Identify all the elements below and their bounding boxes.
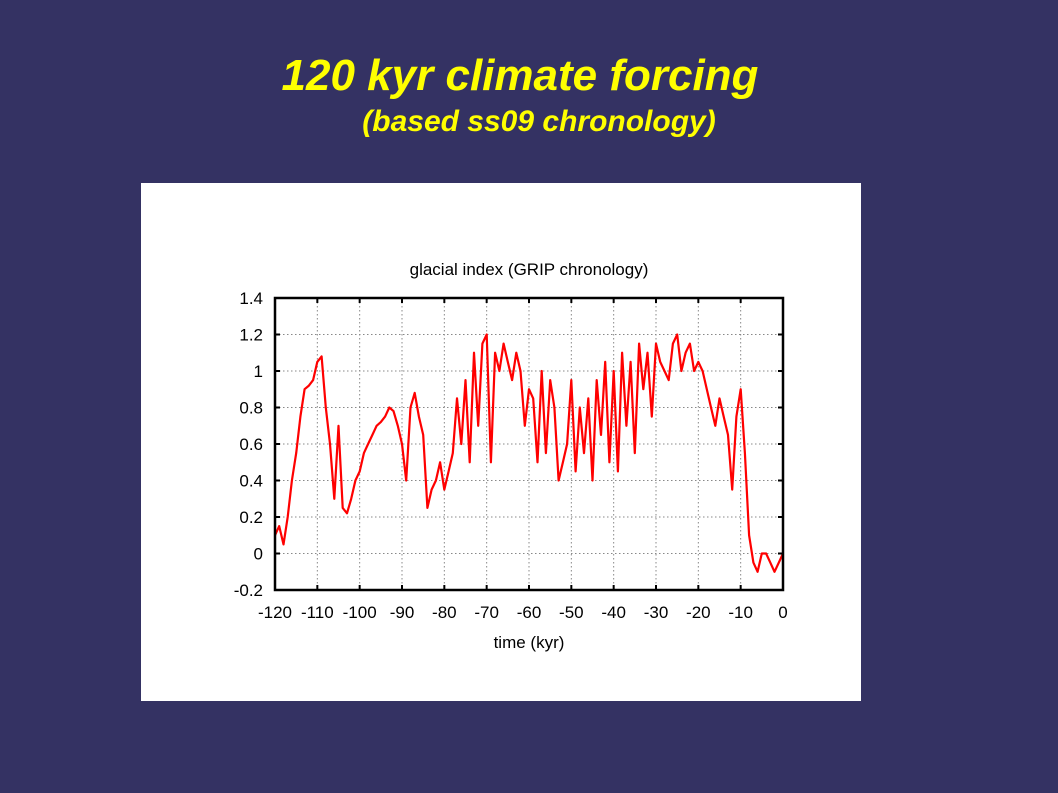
glacial-index-chart: glacial index (GRIP chronology) -120 -110… xyxy=(234,260,788,652)
y-tick-label: 1 xyxy=(254,362,263,381)
series-layer xyxy=(273,333,784,573)
grid xyxy=(275,298,783,590)
x-tick-label: -90 xyxy=(390,603,415,622)
y-tick-label: 1.2 xyxy=(239,326,263,345)
y-tick-label: 0.8 xyxy=(239,399,263,418)
x-tick-label: -110 xyxy=(301,603,334,622)
chart-title: glacial index (GRIP chronology) xyxy=(410,260,649,279)
y-tick-label: 0 xyxy=(254,545,263,564)
y-tick-label: 0.6 xyxy=(239,435,263,454)
y-tick-label: 1.4 xyxy=(239,289,263,308)
x-tick-label: -70 xyxy=(474,603,499,622)
series-line-0 xyxy=(273,333,784,573)
x-tick-label: -20 xyxy=(686,603,711,622)
x-tick-label: -30 xyxy=(644,603,669,622)
x-tick-label: 0 xyxy=(778,603,787,622)
chart-panel: glacial index (GRIP chronology) -120 -110… xyxy=(141,183,861,701)
x-tick-label: -100 xyxy=(343,603,377,622)
x-tick-label: -80 xyxy=(432,603,457,622)
slide-title: 120 kyr climate forcing xyxy=(281,51,759,100)
x-tick-label: -50 xyxy=(559,603,584,622)
x-tick-label: -10 xyxy=(728,603,753,622)
x-tick-label: -60 xyxy=(517,603,542,622)
ticks: -120 -110 -100 -90 -80 -70 -60 -50 -40 -30 -20 -10 0… xyxy=(234,289,788,622)
x-axis-label: time (kyr) xyxy=(494,633,565,652)
x-tick-label: -120 xyxy=(258,603,292,622)
x-tick-label: -40 xyxy=(601,603,626,622)
y-tick-label: -0.2 xyxy=(234,581,263,600)
slide-subtitle: (based ss09 chronology) xyxy=(362,105,716,138)
y-tick-label: 0.4 xyxy=(239,472,263,491)
y-tick-label: 0.2 xyxy=(239,508,263,527)
